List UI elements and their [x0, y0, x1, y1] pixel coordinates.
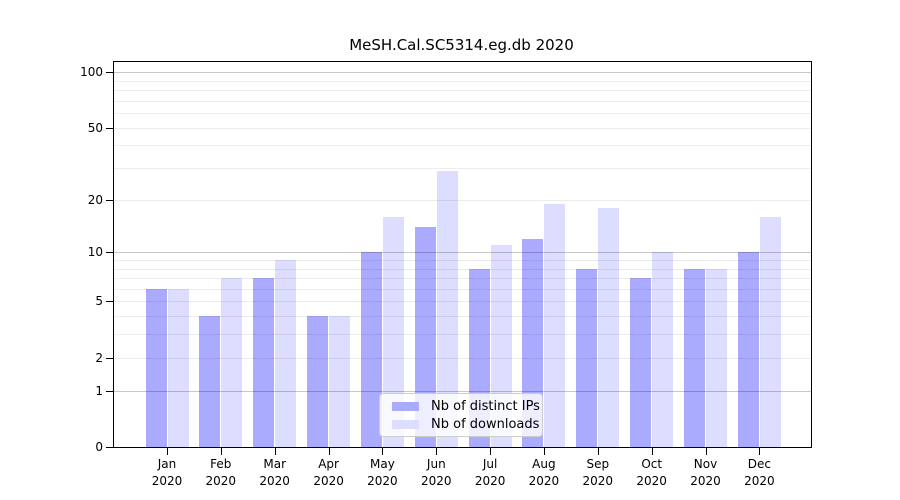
x-tick-label-apr: Apr 2020 — [313, 457, 344, 488]
x-tick-aug — [543, 448, 545, 455]
y-tick-0 — [106, 447, 113, 448]
x-tick-label-mar: Mar 2020 — [259, 457, 290, 488]
y-tick-5 — [106, 301, 113, 303]
y-tick-label-1: 1 — [95, 383, 103, 398]
bar-downloads-may — [382, 216, 404, 447]
gridline-40 — [114, 145, 811, 147]
bar-downloads-oct — [652, 252, 674, 447]
y-tick-100 — [106, 72, 113, 73]
y-tick-label-100: 100 — [80, 65, 103, 79]
gridline-100 — [114, 72, 811, 73]
y-tick-label-5: 5 — [95, 294, 103, 309]
x-tick-label-oct: Oct 2020 — [636, 457, 667, 488]
gridline-10 — [114, 252, 811, 254]
legend-swatch-downloads — [392, 419, 419, 429]
bar-distinct-ips-sep — [576, 268, 598, 447]
x-tick-label-jan: Jan 2020 — [151, 457, 183, 488]
gridline-9 — [114, 259, 811, 261]
x-tick-feb — [220, 448, 222, 455]
x-tick-jan — [167, 448, 168, 455]
bar-downloads-nov — [706, 268, 727, 447]
legend-swatch-distinct-ips — [392, 401, 419, 411]
legend-item-distinct-ips: Nb of distinct IPs — [386, 398, 540, 415]
legend-label-downloads: Nb of downloads — [431, 416, 540, 432]
x-tick-mar — [274, 448, 276, 455]
bar-distinct-ips-oct — [630, 278, 652, 447]
gridline-80 — [114, 89, 811, 91]
y-tick-50 — [106, 127, 113, 129]
plot-area: 0 1 2 5 10 20 50 100 Jan 2020 Feb 2020 Mar 2020 Apr… — [80, 61, 812, 488]
x-tick-label-jul: Jul 2020 — [474, 457, 506, 488]
bar-downloads-mar — [275, 259, 297, 447]
x-tick-label-sep: Sep 2020 — [582, 457, 614, 488]
bar-downloads-apr — [329, 316, 351, 447]
y-tick-20 — [106, 199, 113, 201]
x-tick-dec — [759, 448, 761, 455]
y-tick-label-50: 50 — [87, 120, 103, 135]
bar-distinct-ips-feb — [199, 316, 221, 447]
bar-downloads-aug — [544, 203, 566, 447]
y-tick-1 — [106, 390, 113, 392]
bar-distinct-ips-dec — [737, 252, 759, 447]
x-tick-label-jun: Jun 2020 — [421, 457, 452, 488]
bar-downloads-sep — [598, 207, 620, 447]
x-tick-label-aug: Aug 2020 — [528, 457, 560, 488]
x-tick-label-may: May 2020 — [367, 457, 398, 488]
gridline-90 — [114, 80, 811, 82]
y-tick-label-0: 0 — [95, 440, 103, 454]
x-tick-label-dec: Dec 2020 — [744, 457, 775, 488]
bar-downloads-feb — [221, 278, 243, 447]
y-tick-2 — [106, 357, 113, 359]
legend: Nb of distinct IPs Nb of downloads — [379, 393, 543, 437]
bar-distinct-ips-may — [360, 252, 382, 447]
gridline-20 — [114, 199, 811, 201]
gridline-70 — [114, 100, 811, 102]
y-tick-label-2: 2 — [95, 350, 103, 365]
legend-label-distinct-ips: Nb of distinct IPs — [431, 398, 540, 414]
x-tick-sep — [597, 448, 599, 455]
x-tick-label-nov: Nov 2020 — [690, 457, 721, 488]
x-tick-apr — [328, 448, 330, 455]
x-tick-jul — [490, 448, 492, 455]
x-tick-nov — [705, 448, 707, 455]
y-tick-10 — [106, 252, 113, 254]
x-tick-oct — [651, 448, 653, 455]
legend-item-downloads: Nb of downloads — [386, 416, 540, 433]
x-tick-may — [382, 448, 384, 455]
bar-distinct-ips-nov — [684, 268, 705, 447]
x-tick-jun — [436, 448, 438, 455]
bar-downloads-dec — [759, 216, 781, 447]
bar-distinct-ips-jun — [414, 227, 436, 447]
gridline-50 — [114, 127, 811, 129]
gridline-30 — [114, 168, 811, 169]
bar-downloads-jun — [436, 170, 458, 447]
bar-distinct-ips-mar — [253, 278, 275, 447]
bar-distinct-ips-jan — [145, 288, 167, 447]
bar-downloads-jan — [167, 288, 189, 447]
chart-title: MeSH.Cal.SC5314.eg.db 2020 — [349, 36, 574, 54]
x-tick-label-feb: Feb 2020 — [205, 457, 237, 488]
gridline-60 — [114, 113, 811, 114]
y-tick-label-20: 20 — [87, 192, 103, 207]
y-tick-label-10: 10 — [87, 245, 103, 260]
bar-distinct-ips-apr — [307, 316, 329, 447]
